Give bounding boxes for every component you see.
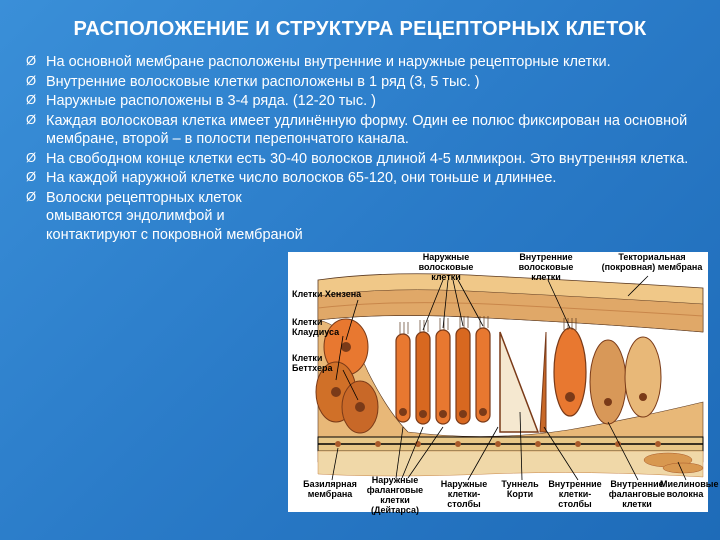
diagram-label: КлеткиКлаудиуса: [292, 318, 339, 338]
bullet-item: На основной мембране расположены внутрен…: [24, 53, 696, 72]
bullet-item: На каждой наружной клетке число волосков…: [24, 169, 696, 188]
diagram-label: Внутренниефаланговыеклетки: [608, 480, 666, 510]
diagram-label: Текториальная(покровная) мембрана: [598, 253, 706, 273]
bullet-item: Наружные расположены в 3-4 ряда. (12-20 …: [24, 92, 696, 111]
diagram-label: Внутренниеволосковыеклетки: [516, 253, 576, 283]
corti-organ-diagram: Наружныеволосковыеклетки Внутренниеволос…: [288, 252, 708, 512]
diagram-label: Наружныефаланговыеклетки(Дейтарса): [366, 476, 424, 516]
diagram-label: Внутренниеклетки-столбы: [546, 480, 604, 510]
diagram-label: Миелиновыеволокна: [660, 480, 710, 500]
page-title: РАСПОЛОЖЕНИЕ И СТРУКТУРА РЕЦЕПТОРНЫХ КЛЕ…: [24, 18, 696, 41]
bullet-item: Каждая волосковая клетка имеет удлинённу…: [24, 112, 696, 149]
bullet-list: На основной мембране расположены внутрен…: [24, 53, 696, 244]
bullet-item: На свободном конце клетки есть 30-40 вол…: [24, 150, 696, 169]
diagram-label: КлеткиБеттхера: [292, 354, 332, 374]
diagram-label: ТуннельКорти: [498, 480, 542, 500]
bullet-item: Внутренние волосковые клетки расположены…: [24, 73, 696, 92]
diagram-label: Клетки Хензена: [292, 290, 361, 300]
diagram-label: Базилярнаямембрана: [302, 480, 358, 500]
bullet-item: Волоски рецепторных клеток омываются энд…: [24, 189, 304, 245]
diagram-label: Наружныеволосковыеклетки: [416, 253, 476, 283]
diagram-label: Наружныеклетки-столбы: [438, 480, 490, 510]
